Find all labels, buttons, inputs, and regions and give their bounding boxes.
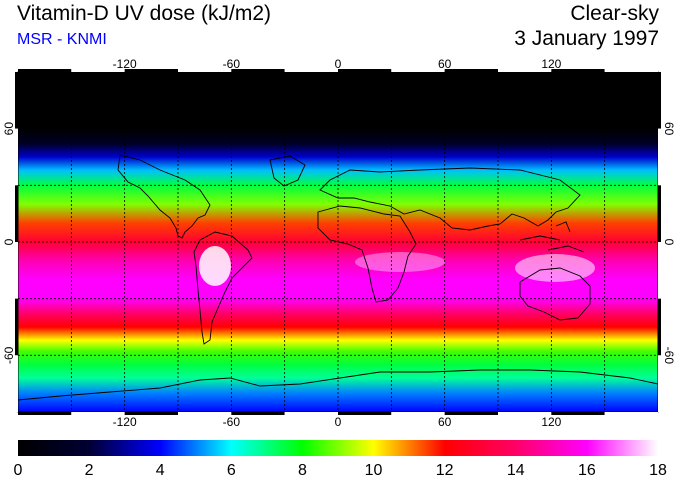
colorbar-label: 18: [649, 462, 667, 479]
africa-high-dose-patch: [355, 252, 445, 272]
map-area: [18, 72, 658, 412]
coast-indonesia: [519, 221, 585, 253]
longitude-labels-top: -120 -60 0 60 120: [113, 57, 562, 71]
colorbar-label: 2: [85, 462, 94, 479]
graticule: [18, 72, 658, 412]
colorbar-label: 6: [227, 462, 236, 479]
lon-tick-label-top: 60: [438, 57, 452, 71]
coast-north-america: [117, 154, 211, 239]
latitude-labels-right: 60 0 -60: [662, 122, 676, 364]
coast-europe-asia: [319, 167, 581, 231]
source-label: MSR - KNMI: [17, 31, 107, 48]
lat-tick-label-right: 0: [662, 239, 676, 246]
lat-tick-label-left: 0: [2, 238, 16, 245]
lat-tick-label-left: 60: [2, 122, 16, 136]
lon-tick-label-bottom: 60: [438, 415, 452, 429]
andes-high-dose-patch: [199, 246, 231, 286]
longitude-labels-bottom: -120 -60 0 60 120: [113, 415, 562, 429]
coast-south-america: [193, 231, 253, 345]
colorbar-label: 4: [156, 462, 165, 479]
coast-greenland: [269, 155, 306, 187]
lon-tick-label-top: -120: [113, 57, 137, 71]
australia-high-dose-patch: [515, 254, 595, 282]
lon-tick-label-bottom: 120: [541, 415, 561, 429]
colorbar-label: 0: [14, 462, 23, 479]
lat-tick-label-left: -60: [2, 346, 16, 364]
colorbar-label: 12: [436, 462, 454, 479]
lon-tick-label-top: 120: [541, 57, 561, 71]
lon-tick-label-top: -60: [223, 57, 241, 71]
sky-condition-label: Clear-sky: [570, 2, 659, 25]
colorbar-label: 10: [365, 462, 383, 479]
frame-ticks: [15, 69, 661, 415]
coast-africa: [317, 205, 417, 303]
lon-tick-label-bottom: 0: [335, 415, 342, 429]
colorbar-label: 8: [298, 462, 307, 479]
colorbar: [18, 440, 658, 456]
colorbar-label: 16: [578, 462, 596, 479]
lat-tick-label-right: 60: [662, 122, 676, 136]
colorbar-label: 14: [507, 462, 525, 479]
coast-australia: [519, 267, 591, 321]
colorbar-labels: 0 2 4 6 8 10 12 14 16 18: [14, 462, 667, 479]
coast-antarctica: [18, 369, 658, 401]
latitude-labels-left: 60 0 -60: [2, 122, 16, 364]
coastlines: [18, 154, 658, 401]
lat-tick-label-right: -60: [662, 347, 676, 365]
map-title: Vitamin-D UV dose (kJ/m2): [17, 2, 272, 25]
lon-tick-label-bottom: -120: [113, 415, 137, 429]
date-label: 3 January 1997: [514, 27, 659, 50]
lon-tick-label-top: 0: [335, 57, 342, 71]
lon-tick-label-bottom: -60: [223, 415, 241, 429]
